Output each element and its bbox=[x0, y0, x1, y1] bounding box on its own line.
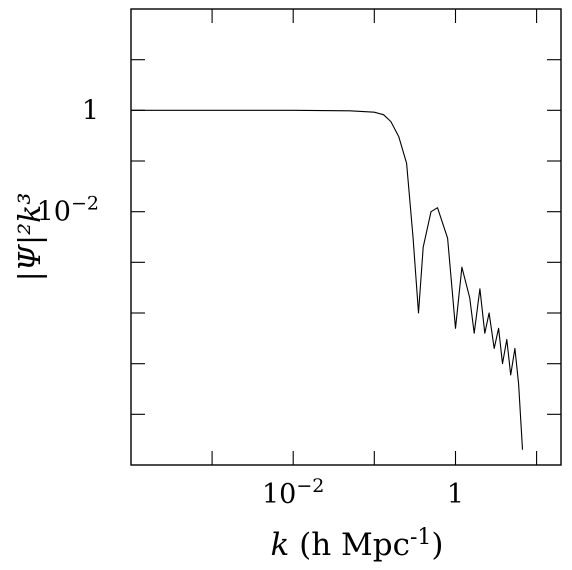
x-axis-label-close: ) bbox=[431, 527, 443, 563]
y-tick-label-0: 1 bbox=[82, 95, 99, 126]
x-tick-label-0-base: 10 bbox=[262, 479, 296, 510]
y-tick-label-1: 10−2 bbox=[37, 193, 99, 228]
power-spectrum-line bbox=[131, 109, 524, 450]
x-axis-label-unit: (h Mpc bbox=[289, 527, 410, 563]
x-tick-label-1: 1 bbox=[447, 479, 464, 510]
x-axis-label-exp: -1 bbox=[410, 525, 431, 550]
x-tick-label-0: 10−2 bbox=[262, 475, 324, 510]
y-tick-label-0-base: 1 bbox=[82, 95, 99, 126]
x-tick-label-0-exp: −2 bbox=[296, 475, 324, 497]
x-tick-label-1-base: 1 bbox=[447, 479, 464, 510]
x-axis-label: k (h Mpc-1) bbox=[270, 525, 443, 563]
y-axis-label: |Ψ|²k³ bbox=[13, 193, 48, 282]
y-tick-label-1-base: 10 bbox=[37, 197, 71, 228]
axis-ticks bbox=[131, 9, 561, 465]
x-axis-label-var: k bbox=[270, 527, 289, 563]
plot-frame bbox=[130, 8, 562, 466]
y-tick-label-1-exp: −2 bbox=[71, 193, 99, 215]
